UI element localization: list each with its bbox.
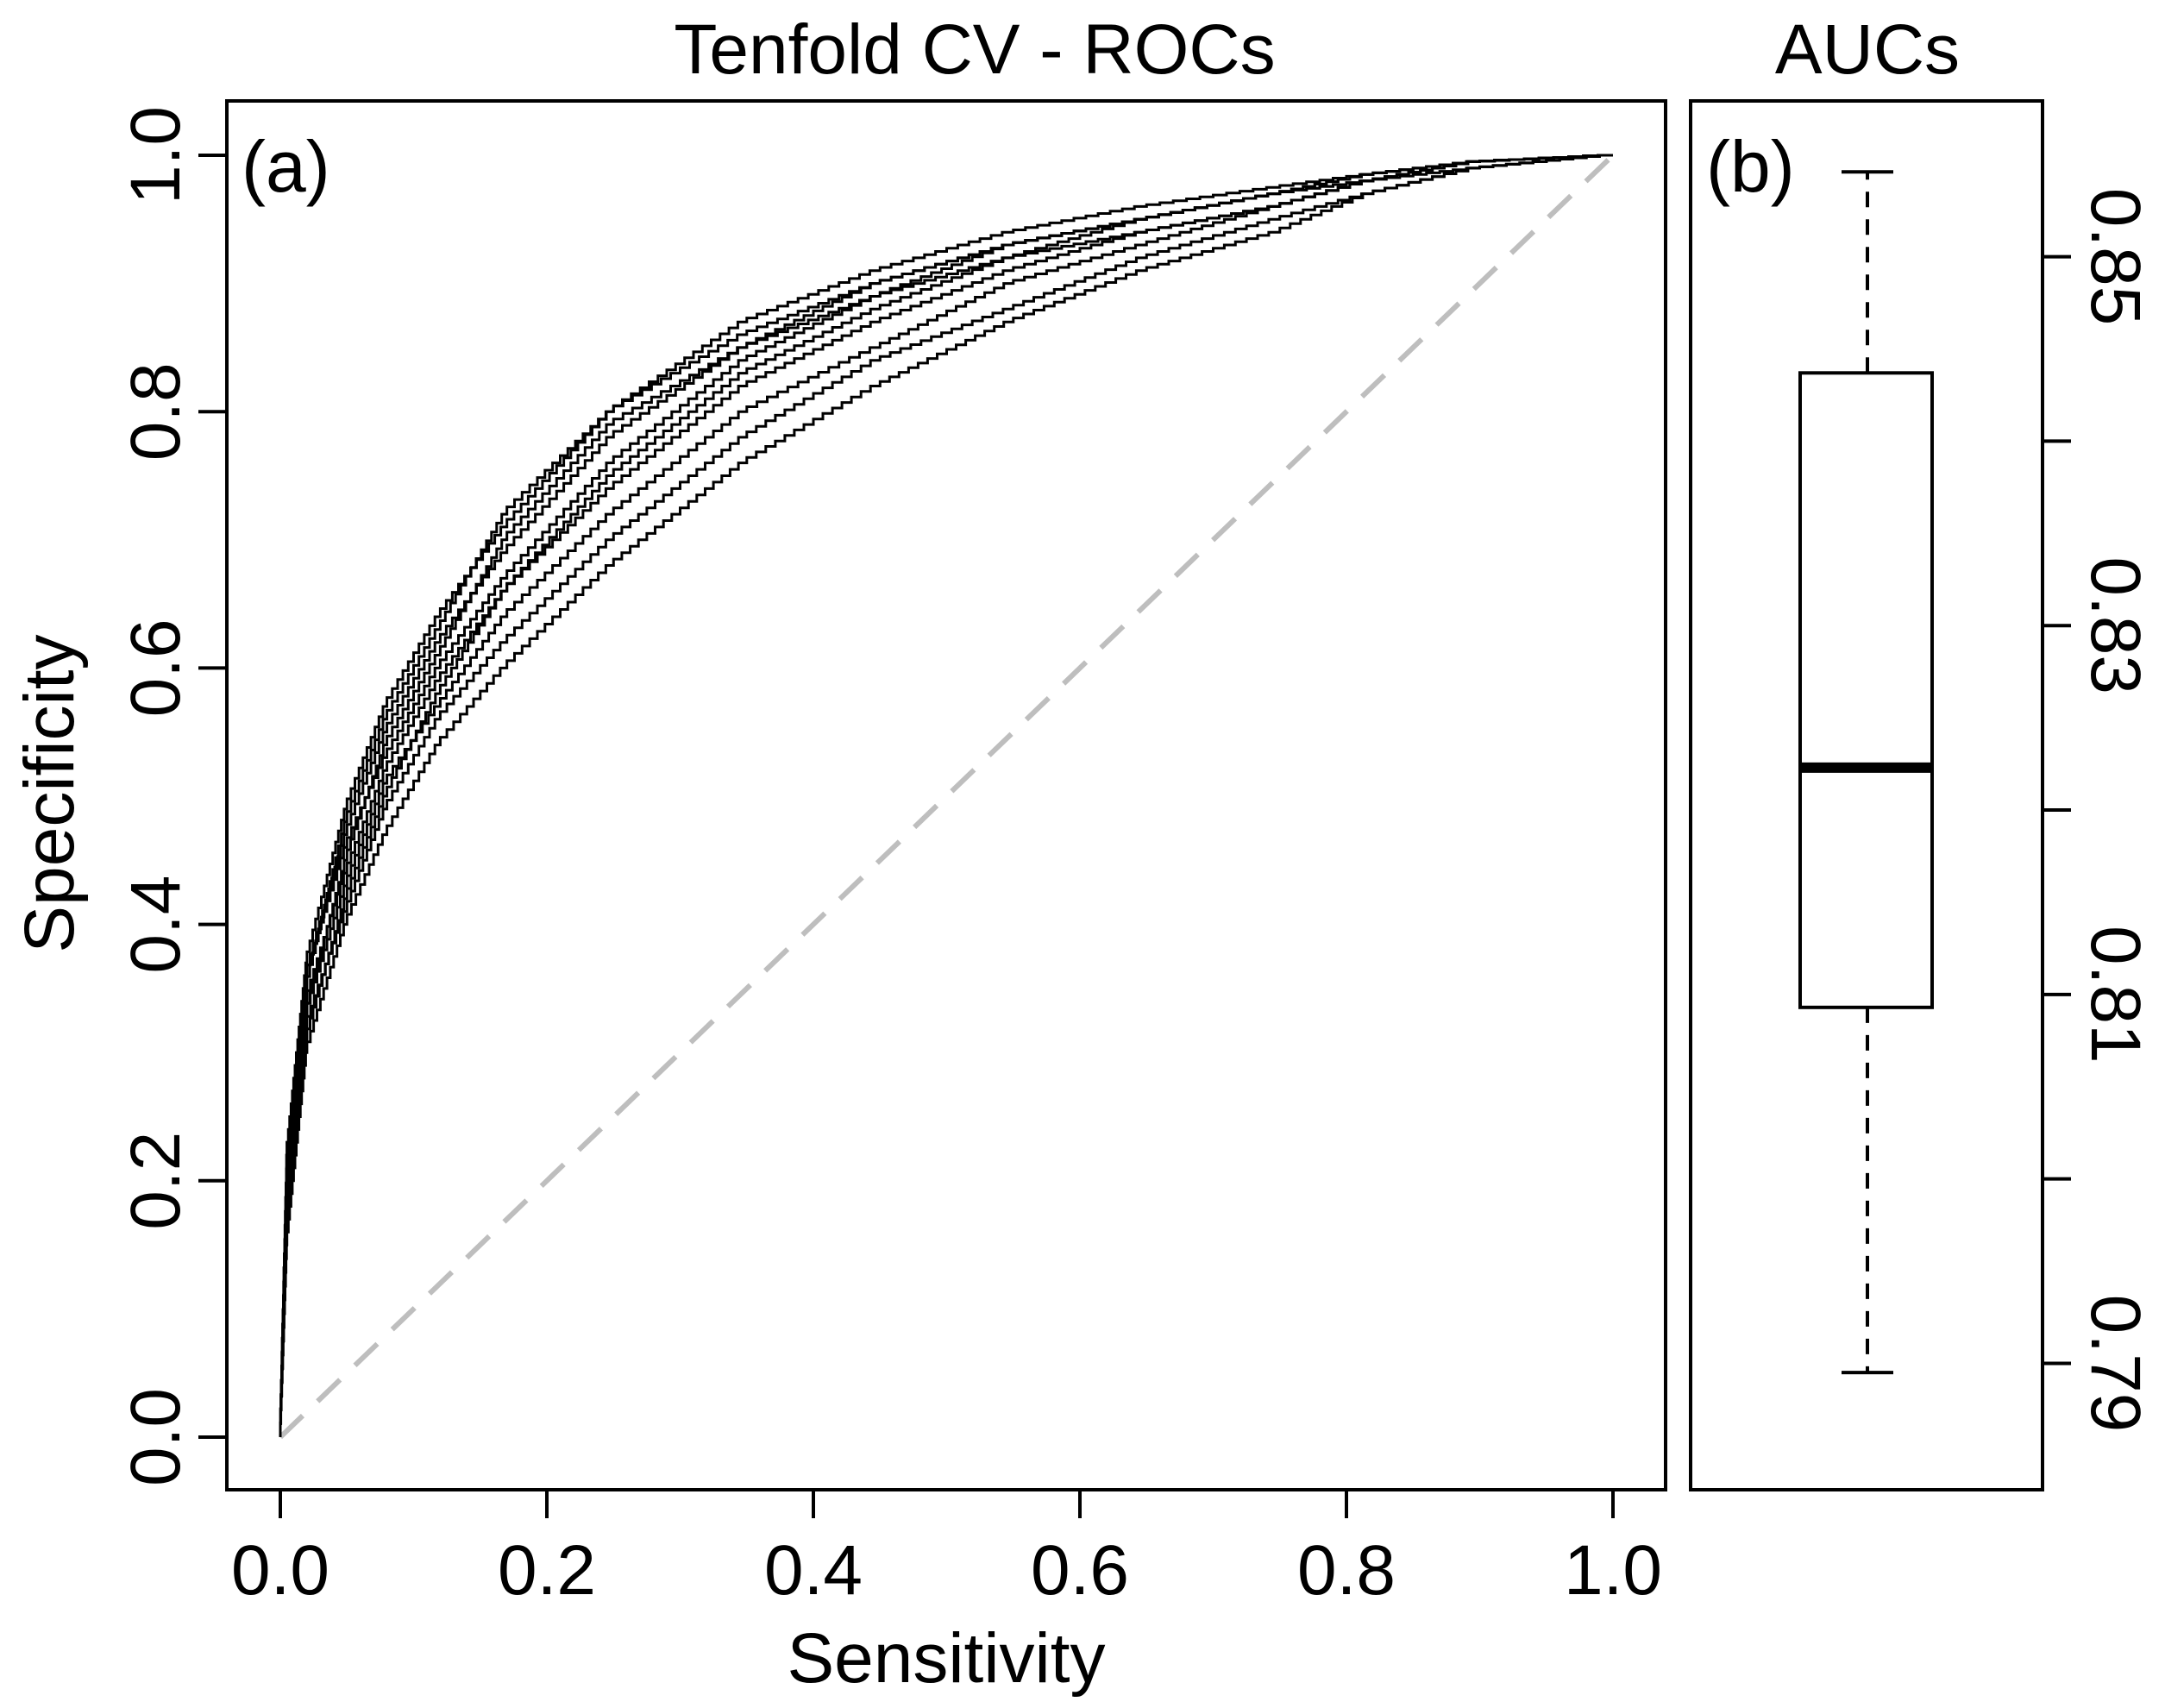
auc-tick-label: 0.85	[2076, 188, 2155, 326]
x-tick-label: 0.6	[1031, 1531, 1129, 1610]
auc-tick-label: 0.81	[2076, 926, 2155, 1064]
auc-y-axis: 0.79 0.81 0.83 0.85	[2041, 188, 2155, 1433]
x-tick-label: 0.8	[1297, 1531, 1396, 1610]
chance-diagonal	[278, 153, 1616, 1440]
y-tick-label: 0.4	[116, 876, 195, 974]
roc-panel: Tenfold CV - ROCs (a) 0.0 0.2 0.4 0.6 0.8 1.0…	[10, 10, 1667, 1698]
roc-curve-5	[279, 154, 1613, 1437]
y-tick-label: 1.0	[116, 106, 195, 204]
x-tick-label: 0.0	[231, 1531, 329, 1610]
auc-panel: AUCs (b) 0.79 0.81 0.83 0.85	[1689, 10, 2155, 1491]
auc-boxplot	[1798, 170, 1934, 1375]
roc-curve-9	[279, 154, 1613, 1437]
y-tick-label: 0.2	[116, 1132, 195, 1230]
auc-tick-label: 0.83	[2076, 556, 2155, 694]
auc-tick-label: 0.79	[2076, 1295, 2155, 1433]
roc-curve-6	[279, 154, 1613, 1437]
roc-curve-8	[279, 154, 1613, 1437]
roc-y-axis: 0.0 0.2 0.4 0.6 0.8 1.0	[116, 106, 229, 1486]
x-tick-label: 0.4	[764, 1531, 863, 1610]
roc-x-axis-label: Sensitivity	[787, 1619, 1105, 1698]
panel-a-label: (a)	[242, 126, 330, 207]
roc-x-axis: 0.0 0.2 0.4 0.6 0.8 1.0	[231, 1488, 1662, 1610]
auc-title: AUCs	[1775, 10, 1960, 89]
roc-title: Tenfold CV - ROCs	[674, 10, 1275, 89]
roc-curve-10	[279, 154, 1613, 1437]
x-tick-label: 0.2	[498, 1531, 596, 1610]
x-tick-label: 1.0	[1564, 1531, 1662, 1610]
y-tick-label: 0.8	[116, 362, 195, 461]
roc-y-axis-label: Specificity	[10, 634, 89, 952]
iqr-box	[1798, 371, 1934, 1009]
y-tick-label: 0.0	[116, 1388, 195, 1486]
roc-curves	[279, 154, 1613, 1437]
chance-diagonal-line	[278, 153, 1616, 1440]
panel-b-label: (b)	[1706, 126, 1795, 207]
y-tick-label: 0.6	[116, 619, 195, 717]
